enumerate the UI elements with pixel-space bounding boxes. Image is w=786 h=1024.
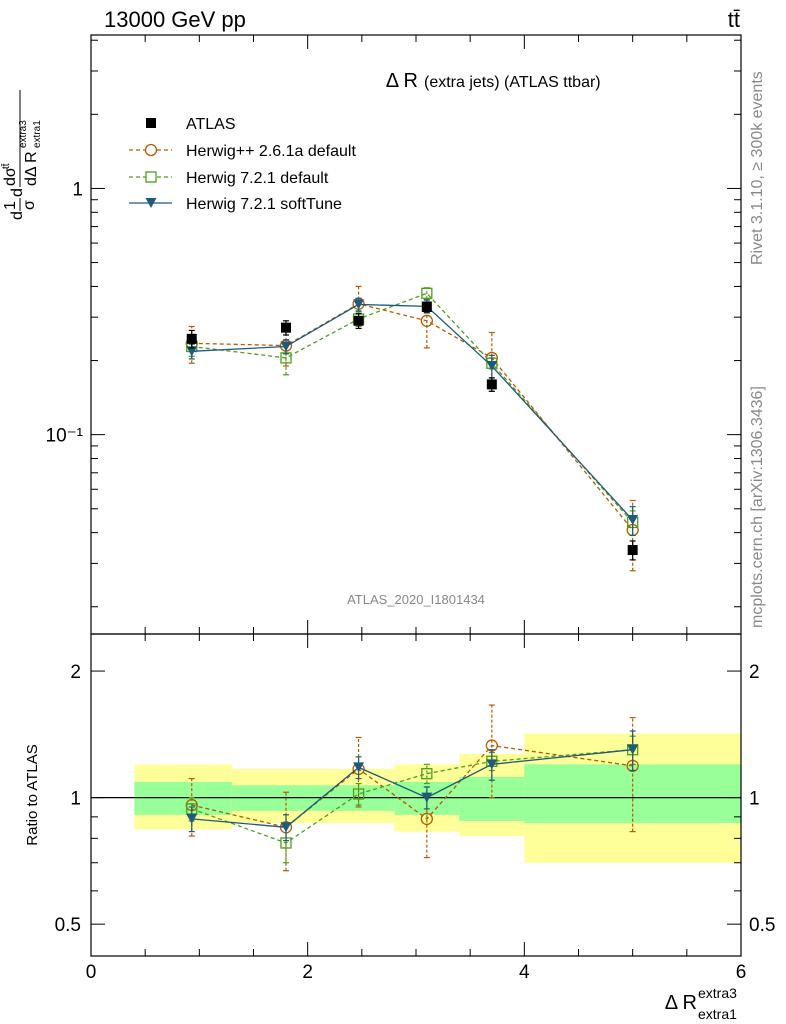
x-axis-label-main: Δ R	[665, 992, 697, 1014]
ratio-line-herwigpp-261a	[191, 744, 633, 828]
watermark: ATLAS_2020_I1801434	[347, 592, 485, 607]
ratio-y-axis-label: Ratio to ATLAS	[24, 744, 41, 845]
stat-uncertainty-band	[459, 776, 525, 821]
rivet-info: Rivet 3.1.10, ≥ 300k events	[749, 71, 766, 265]
svg-text:1: 1	[2, 201, 19, 210]
legend-label-atlas: ATLAS	[186, 116, 236, 133]
point-herwigpp-261a	[420, 314, 433, 327]
svg-text:d: d	[9, 211, 26, 220]
ratio-y-tick-label-right: 0.5	[749, 915, 775, 936]
ratio-axes: 0.5 0.5 1 1 2 2 0 2 4 6	[55, 634, 775, 983]
header-energy: 13000 GeV pp	[104, 7, 246, 32]
point-herwig-721-default	[421, 287, 433, 299]
stat-uncertainty-band	[134, 781, 232, 815]
x-tick-label: 2	[302, 962, 313, 983]
legend-label-herwigpp-261a: Herwig++ 2.6.1a default	[186, 143, 356, 160]
point-herwig-721-softtune	[353, 299, 365, 310]
ratio-point-herwigpp-261a	[420, 812, 433, 826]
svg-text:extra3: extra3	[18, 120, 29, 148]
point-atlas	[486, 379, 497, 390]
svg-text:σ: σ	[21, 200, 38, 210]
legend-marker-herwigpp-261a	[144, 143, 158, 157]
x-tick-label: 6	[736, 962, 747, 983]
ratio-y-tick-label-right: 2	[749, 662, 760, 683]
ratio-point-herwig-721-softtune	[627, 744, 639, 755]
main-marks	[185, 285, 639, 572]
main-panel: 1 10⁻¹ Δ R (extra jets) (ATLAS ttbar) ATL…	[0, 34, 742, 635]
ratio-panel: 0.5 0.5 1 1 2 2 0 2 4 6 Ratio to ATLAS Δ R extra3…	[24, 633, 775, 1022]
x-tick-label: 4	[519, 962, 530, 983]
plot-title-main: Δ R	[386, 70, 418, 92]
legend: ATLAS Herwig++ 2.6.1a default Herwig 7.2…	[129, 116, 356, 213]
svg-text:tt̄: tt̄	[0, 163, 12, 169]
legend-label-herwig-721-softtune: Herwig 7.2.1 softTune	[186, 196, 342, 213]
main-axes: 1 10⁻¹	[46, 35, 742, 634]
legend-entry-herwig-721-default: Herwig 7.2.1 default	[129, 170, 329, 187]
plot-title-rest: (extra jets) (ATLAS ttbar)	[424, 74, 601, 91]
x-axis-label-sup: extra3	[698, 985, 737, 1001]
ratio-point-herwig-721-default	[352, 788, 365, 800]
ratio-y-tick-label: 2	[70, 662, 81, 683]
ratio-point-herwig-721-softtune	[486, 759, 498, 770]
x-axis-label-sub: extra1	[698, 1006, 737, 1022]
point-herwig-721-softtune	[186, 346, 198, 357]
series-line-herwig-721-default	[191, 292, 634, 523]
ratio-y-tick-label: 0.5	[55, 915, 81, 936]
ratio-point-herwig-721-softtune	[421, 792, 433, 803]
legend-marker-herwig-721-softtune	[145, 198, 157, 208]
point-herwig-721-softtune	[627, 515, 639, 526]
ratio-point-herwig-721-softtune	[353, 762, 365, 773]
ratio-y-tick-label-right: 1	[749, 789, 760, 810]
svg-text:d: d	[9, 188, 26, 197]
legend-entry-atlas: ATLAS	[146, 116, 236, 133]
point-atlas	[186, 333, 197, 344]
legend-entry-herwig-721-softtune: Herwig 7.2.1 softTune	[129, 196, 342, 213]
ratio-line-herwig-721-softtune	[191, 749, 633, 828]
point-herwig-721-softtune	[280, 341, 292, 352]
legend-entry-herwigpp-261a: Herwig++ 2.6.1a default	[129, 143, 356, 160]
header-process: tt̄	[728, 7, 740, 32]
point-atlas	[281, 322, 291, 333]
ratio-marks	[91, 704, 741, 872]
series-line-herwigpp-261a	[191, 303, 634, 531]
legend-marker-atlas	[146, 118, 156, 128]
legend-marker-herwig-721-default	[145, 171, 157, 183]
main-y-axis-label: d 1 σ d dσ tt̄ dΔ R extra3 extra1	[0, 90, 43, 220]
series-line-herwig-721-softtune	[191, 303, 634, 521]
x-axis-label: Δ R extra3 extra1	[665, 985, 737, 1022]
point-atlas	[627, 545, 638, 556]
point-atlas	[353, 315, 364, 326]
x-tick-label: 0	[86, 962, 97, 983]
y-tick-label: 1	[72, 179, 83, 200]
svg-text:dΔ R: dΔ R	[23, 151, 40, 186]
ratio-point-herwig-721-softtune	[280, 822, 292, 833]
svg-text:extra1: extra1	[32, 120, 43, 148]
ratio-point-herwig-721-default	[421, 768, 433, 780]
point-herwig-721-softtune	[486, 361, 498, 372]
y-tick-label: 10⁻¹	[46, 426, 84, 447]
mcplots-info: mcplots.cern.ch [arXiv:1306.3436]	[749, 386, 766, 628]
ratio-y-tick-label: 1	[70, 789, 81, 810]
point-atlas	[421, 301, 432, 312]
legend-label-herwig-721-default: Herwig 7.2.1 default	[186, 170, 329, 187]
ratio-point-herwig-721-softtune	[186, 813, 198, 824]
svg-text:dσ: dσ	[2, 167, 19, 186]
